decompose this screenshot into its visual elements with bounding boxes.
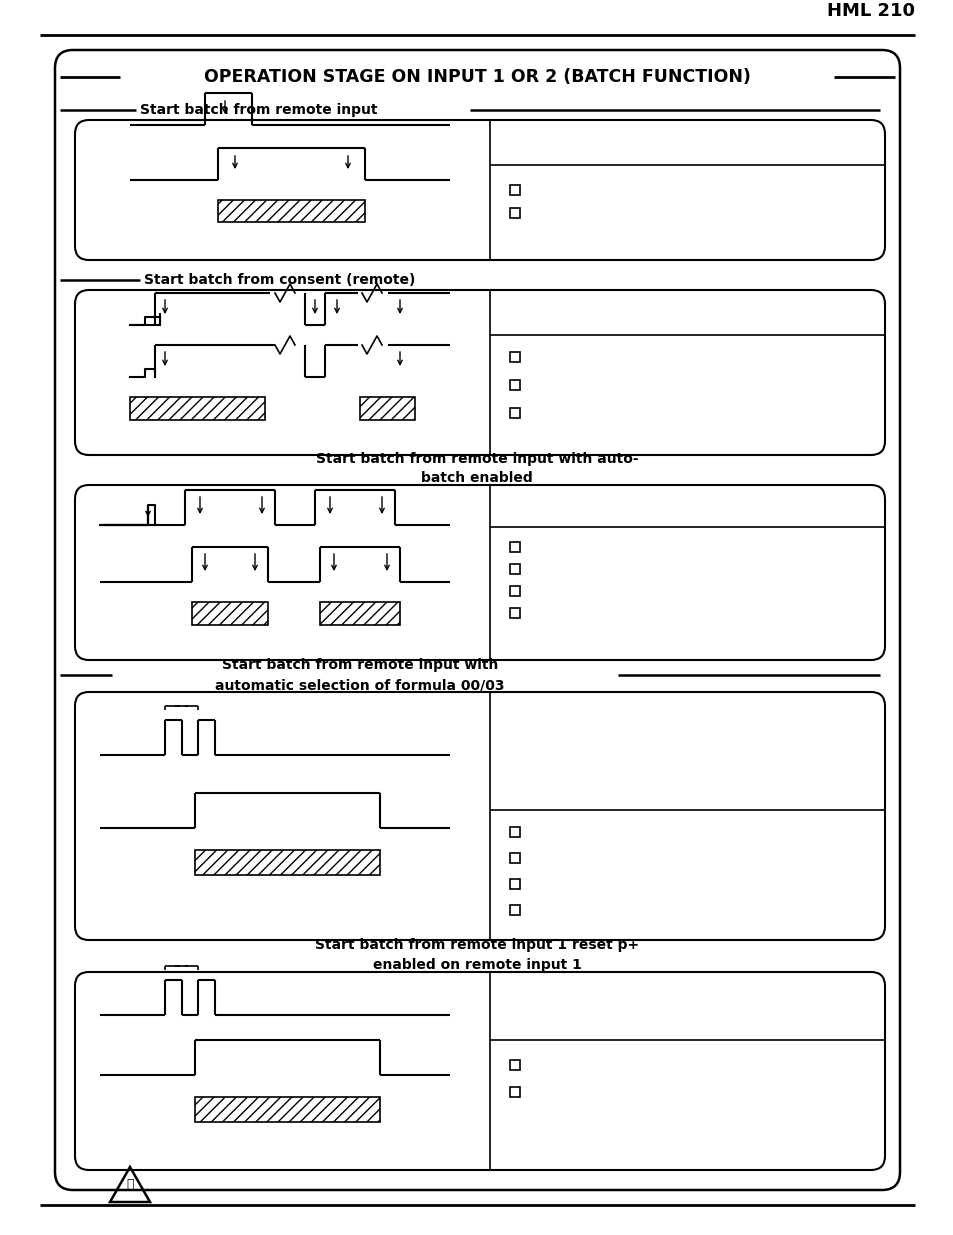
Bar — [510, 185, 519, 195]
Text: HML 210: HML 210 — [826, 2, 914, 20]
Text: Start batch from remote input 1 reset p+: Start batch from remote input 1 reset p+ — [314, 939, 639, 952]
Bar — [510, 879, 519, 889]
FancyBboxPatch shape — [75, 290, 884, 454]
Text: batch enabled: batch enabled — [420, 471, 533, 485]
FancyBboxPatch shape — [55, 49, 899, 1191]
Bar — [510, 352, 519, 362]
Text: enabled on remote input 1: enabled on remote input 1 — [373, 958, 580, 972]
Bar — [510, 1087, 519, 1097]
Bar — [510, 564, 519, 574]
FancyBboxPatch shape — [75, 120, 884, 261]
Bar — [510, 827, 519, 837]
Bar — [510, 1060, 519, 1070]
Bar — [510, 408, 519, 417]
Bar — [510, 853, 519, 863]
Bar — [192, 601, 268, 625]
Text: Start batch from remote input with: Start batch from remote input with — [222, 658, 497, 672]
Bar — [359, 396, 415, 420]
Text: 🔔: 🔔 — [126, 1177, 133, 1191]
FancyBboxPatch shape — [75, 692, 884, 940]
Text: Start batch from consent (remote): Start batch from consent (remote) — [144, 273, 415, 287]
Text: Start batch from remote input: Start batch from remote input — [140, 103, 377, 117]
Bar — [510, 608, 519, 618]
Text: Start batch from remote input with auto-: Start batch from remote input with auto- — [315, 452, 638, 466]
Bar — [218, 200, 365, 222]
Bar — [510, 207, 519, 219]
Text: automatic selection of formula 00/03: automatic selection of formula 00/03 — [215, 678, 504, 692]
Bar — [319, 601, 399, 625]
Text: OPERATION STAGE ON INPUT 1 OR 2 (BATCH FUNCTION): OPERATION STAGE ON INPUT 1 OR 2 (BATCH F… — [203, 68, 750, 86]
FancyBboxPatch shape — [75, 485, 884, 659]
Bar — [510, 542, 519, 552]
Bar — [510, 380, 519, 390]
Bar — [130, 396, 265, 420]
Bar — [510, 905, 519, 915]
FancyBboxPatch shape — [75, 972, 884, 1170]
Bar — [194, 1097, 379, 1123]
Bar — [194, 850, 379, 876]
Bar — [510, 585, 519, 597]
